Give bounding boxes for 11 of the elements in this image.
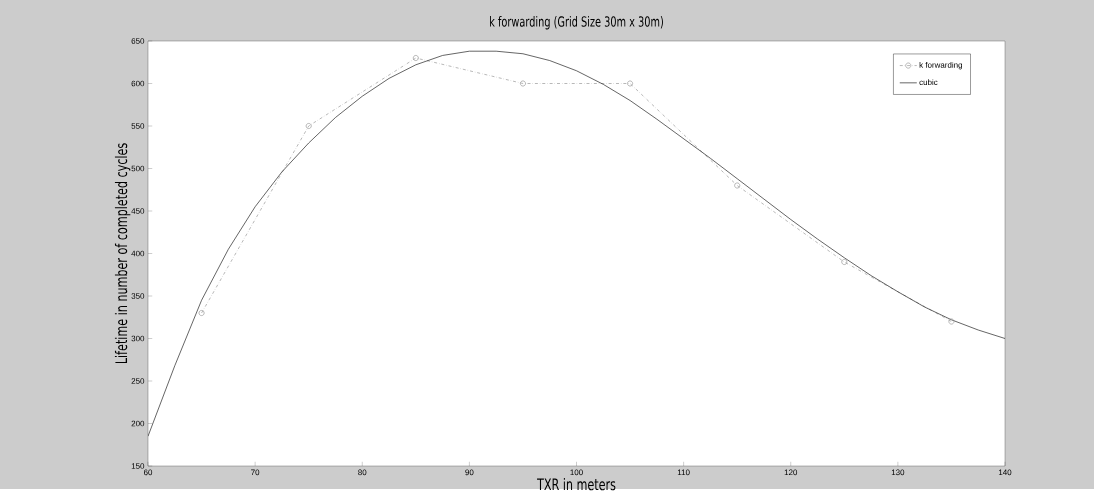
point [412,55,419,62]
x-axis-title: TXR in meters [537,478,616,491]
point [734,182,741,189]
chart-title: k forwarding (Grid Size 30m x 30m) [490,16,663,30]
point [841,259,848,266]
point [948,318,955,325]
point [520,80,526,87]
point [627,80,634,87]
y-axis-title: Lifetime in number of completed cycles [114,143,131,364]
point [198,310,205,317]
point [305,123,312,130]
